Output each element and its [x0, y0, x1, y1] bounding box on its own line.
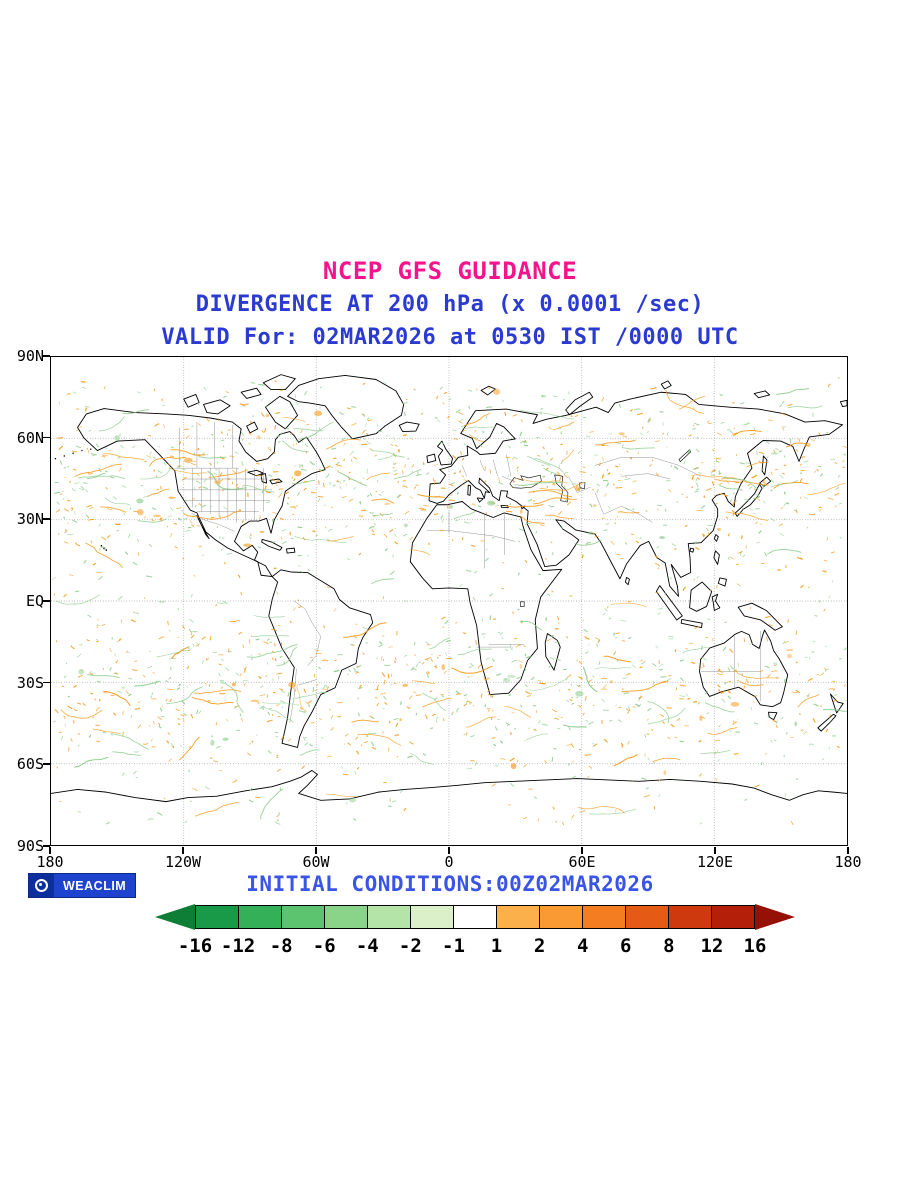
colorbar-segment	[711, 905, 755, 929]
y-tick-label: 30N	[16, 510, 44, 529]
colorbar-tick-label: -16	[177, 935, 213, 957]
y-tick-mark	[43, 436, 50, 439]
world-map-plot	[50, 356, 848, 846]
colorbar-right-arrow	[755, 904, 795, 930]
colorbar-tick-label: -1	[442, 935, 465, 957]
chart-valid-line: VALID For: 02MAR2026 at 0530 IST /0000 U…	[161, 325, 739, 350]
y-tick-label: 90S	[16, 837, 44, 855]
colorbar-segment	[625, 905, 669, 929]
weaclim-label: WEACLIM	[54, 874, 136, 897]
colorbar-segment	[195, 905, 239, 929]
colorbar-segment	[324, 905, 368, 929]
colorbar-segment	[453, 905, 497, 929]
y-tick-mark	[43, 600, 50, 602]
y-tick-mark	[43, 763, 50, 765]
colorbar-segment	[668, 905, 712, 929]
x-tick-mark	[847, 847, 849, 854]
y-tick-label: 90N	[16, 347, 44, 365]
x-tick-label: 180	[36, 853, 64, 871]
colorbar-tick-label: -6	[312, 935, 336, 957]
x-tick-label: 180	[834, 853, 862, 871]
weaclim-badge: WEACLIM	[28, 873, 137, 898]
colorbar-segment	[367, 905, 411, 929]
x-tick-label: 0	[444, 853, 454, 871]
colorbar-segment	[582, 905, 626, 929]
colorbar-segments	[195, 905, 755, 929]
chart-title: NCEP GFS GUIDANCE	[322, 257, 578, 285]
colorbar-segment	[410, 905, 454, 929]
x-tick-mark	[581, 847, 583, 854]
x-tick-mark	[182, 847, 184, 854]
colorbar-tick-label: 12	[700, 935, 724, 957]
colorbar: -16 -12 -8 -6 -4 -2 -1 1 2 4 6 8 12 16	[155, 904, 795, 957]
divergence-field	[52, 377, 847, 825]
colorbar-segment	[539, 905, 583, 929]
colorbar-segment	[496, 905, 540, 929]
colorbar-tick-label: -2	[398, 935, 422, 957]
initial-conditions-text: INITIAL CONDITIONS:00Z02MAR2026	[246, 872, 654, 896]
x-tick-mark	[315, 847, 317, 854]
x-tick-mark	[448, 847, 450, 854]
x-tick-label: 60E	[568, 853, 596, 871]
y-tick-label: 30S	[16, 673, 44, 692]
x-tick-label: 120E	[696, 853, 734, 871]
y-tick-mark	[43, 681, 50, 684]
y-tick-label: 60S	[16, 755, 44, 774]
colorbar-tick-label: 6	[620, 935, 632, 957]
lakes-and-seas	[510, 450, 691, 607]
x-tick-mark	[714, 847, 716, 854]
colorbar-segment	[238, 905, 282, 929]
colorbar-tick-label: 16	[743, 935, 767, 957]
colorbar-tick-label: -4	[355, 935, 379, 957]
colorbar-tick-label: 4	[576, 935, 589, 957]
colorbar-left-arrow	[155, 904, 195, 930]
y-tick-mark	[43, 355, 50, 357]
country-borders	[175, 422, 761, 723]
x-tick-label: 120W	[164, 853, 202, 871]
world-map	[51, 357, 847, 845]
colorbar-tick-label: -8	[269, 935, 293, 957]
x-tick-label: 60W	[302, 853, 330, 871]
colorbar-segment	[281, 905, 325, 929]
colorbar-labels: -16 -12 -8 -6 -4 -2 -1 1 2 4 6 8 12 16	[155, 935, 795, 959]
y-tick-label: EQ	[25, 592, 44, 610]
coastlines	[51, 375, 847, 802]
graticule	[51, 357, 847, 845]
colorbar-tick-label: -12	[220, 935, 256, 957]
weaclim-logo-icon	[29, 874, 54, 897]
colorbar-tick-label: 1	[490, 935, 503, 957]
colorbar-tick-label: 8	[663, 935, 675, 957]
y-tick-label: 60N	[16, 428, 44, 447]
x-tick-mark	[49, 847, 51, 854]
colorbar-tick-label: 2	[533, 935, 546, 957]
chart-subtitle: DIVERGENCE AT 200 hPa (x 0.0001 /sec)	[195, 292, 705, 317]
y-tick-mark	[43, 845, 50, 847]
y-tick-mark	[43, 518, 50, 520]
